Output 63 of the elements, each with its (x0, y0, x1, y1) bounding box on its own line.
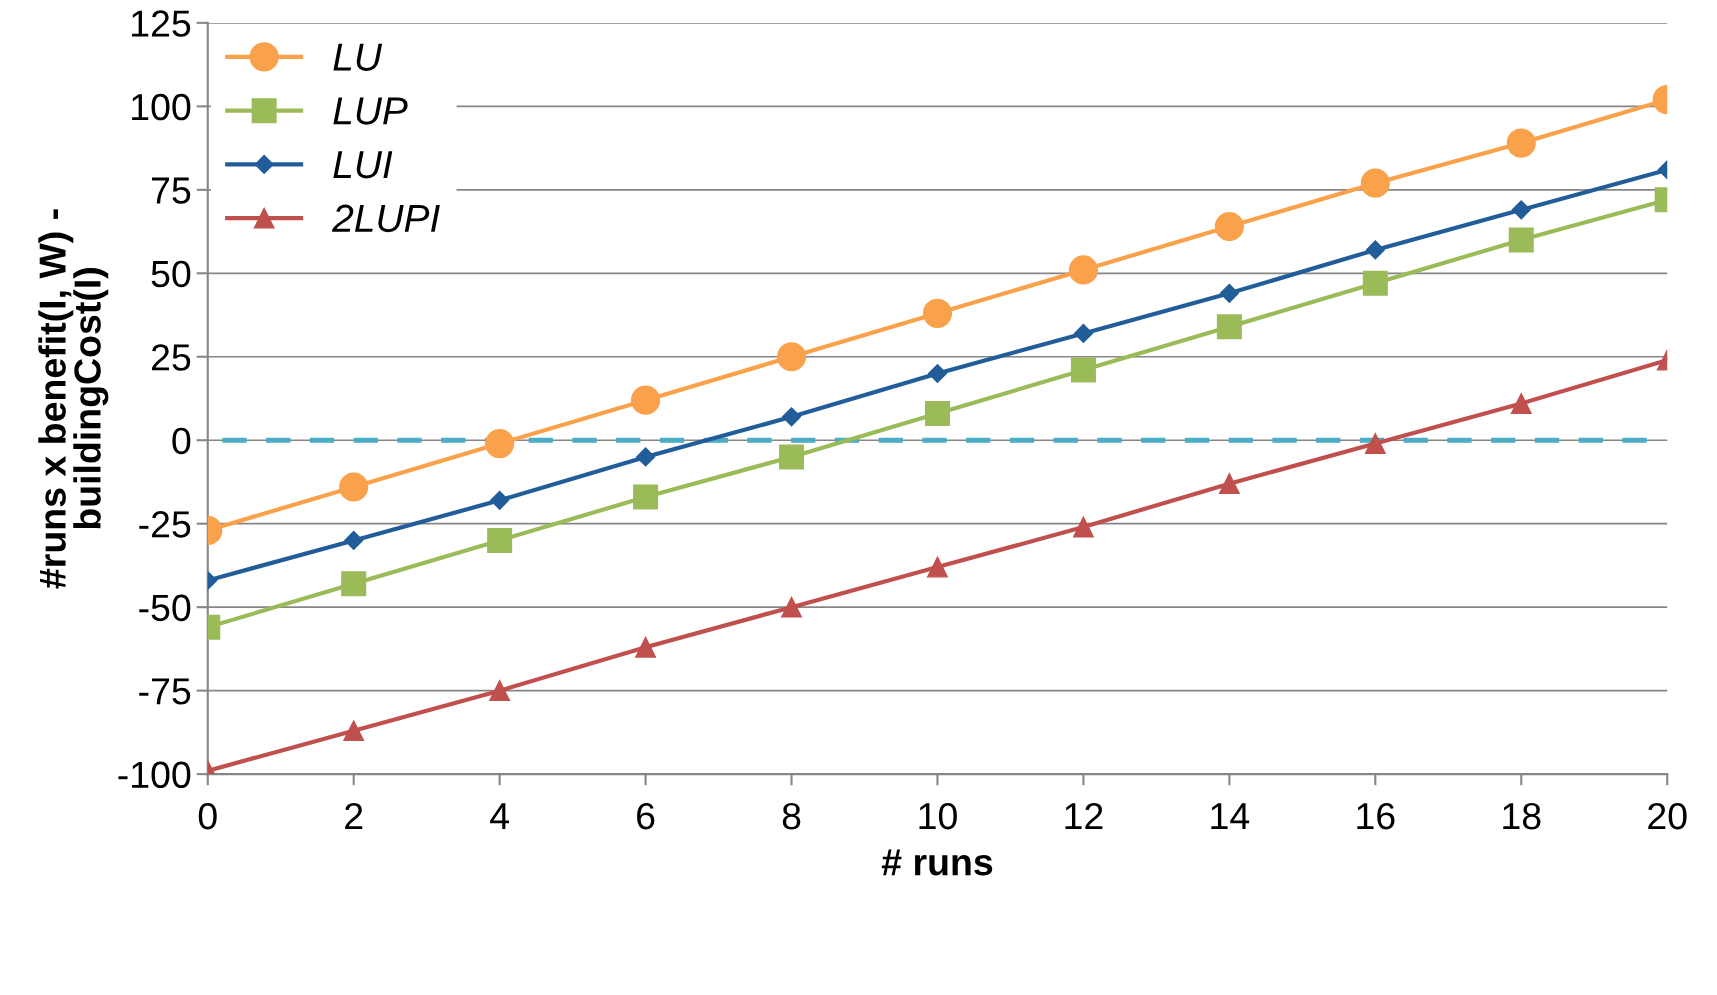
point (487, 527, 513, 553)
x-tick-label: 8 (782, 802, 801, 830)
x-tick-label: 20 (1648, 802, 1687, 830)
x-axis-title: # runs (881, 849, 993, 876)
point (1362, 270, 1388, 296)
point (1360, 168, 1390, 198)
y-tick-label: 125 (132, 10, 191, 37)
x-tick-label: 16 (1357, 802, 1395, 830)
x-tick-label: 14 (1211, 803, 1250, 830)
point (1214, 211, 1244, 242)
point (927, 363, 948, 383)
y-tick-label: -100 (118, 761, 191, 789)
point (1068, 255, 1099, 285)
x-tick-label: 4 (490, 803, 509, 830)
y-tick-label: 100 (132, 93, 191, 121)
x-tick-label: 0 (198, 802, 217, 830)
point (344, 530, 364, 550)
point (485, 428, 515, 459)
x-tick-label: 6 (637, 802, 655, 830)
x-tick-label: 2 (345, 802, 363, 830)
point (1364, 433, 1386, 454)
point (922, 298, 953, 328)
point (781, 596, 802, 618)
y-tick-label: 50 (151, 260, 191, 288)
point (339, 472, 369, 502)
y-axis-title: #runs x benefit(I, W) - buildingCost(I) (38, 209, 109, 589)
legend-label: 2LUPI (331, 204, 440, 233)
point (927, 556, 948, 578)
point (1216, 314, 1242, 340)
point (776, 342, 807, 372)
point (631, 385, 661, 415)
point (1219, 283, 1239, 303)
point (1070, 357, 1096, 383)
y-tick-label: 0 (172, 427, 191, 455)
point (635, 636, 657, 658)
legend-label: LUI (333, 151, 393, 179)
point (489, 680, 511, 702)
y-tick-label: 25 (151, 344, 191, 371)
y-tick-label: 75 (152, 177, 191, 204)
legend-label: LU (333, 43, 383, 71)
point (490, 490, 510, 510)
point (1508, 227, 1534, 253)
point (924, 401, 950, 427)
point (636, 447, 656, 467)
point (782, 407, 802, 427)
x-tick-label: 10 (919, 802, 957, 830)
point (341, 571, 367, 597)
point (779, 444, 805, 470)
point (1506, 128, 1536, 158)
point (633, 484, 659, 510)
legend-label: LUP (333, 97, 408, 125)
y-tick-label: -25 (139, 511, 191, 538)
y-tick-label: -75 (139, 678, 191, 705)
x-tick-label: 18 (1503, 802, 1541, 830)
point (1073, 323, 1093, 343)
y-tick-label: -50 (139, 594, 191, 622)
x-tick-label: 12 (1065, 802, 1103, 830)
point (1365, 240, 1385, 260)
point (1510, 393, 1532, 414)
point (1218, 473, 1240, 495)
point (1511, 200, 1531, 220)
point (1073, 516, 1094, 538)
point (343, 720, 365, 742)
